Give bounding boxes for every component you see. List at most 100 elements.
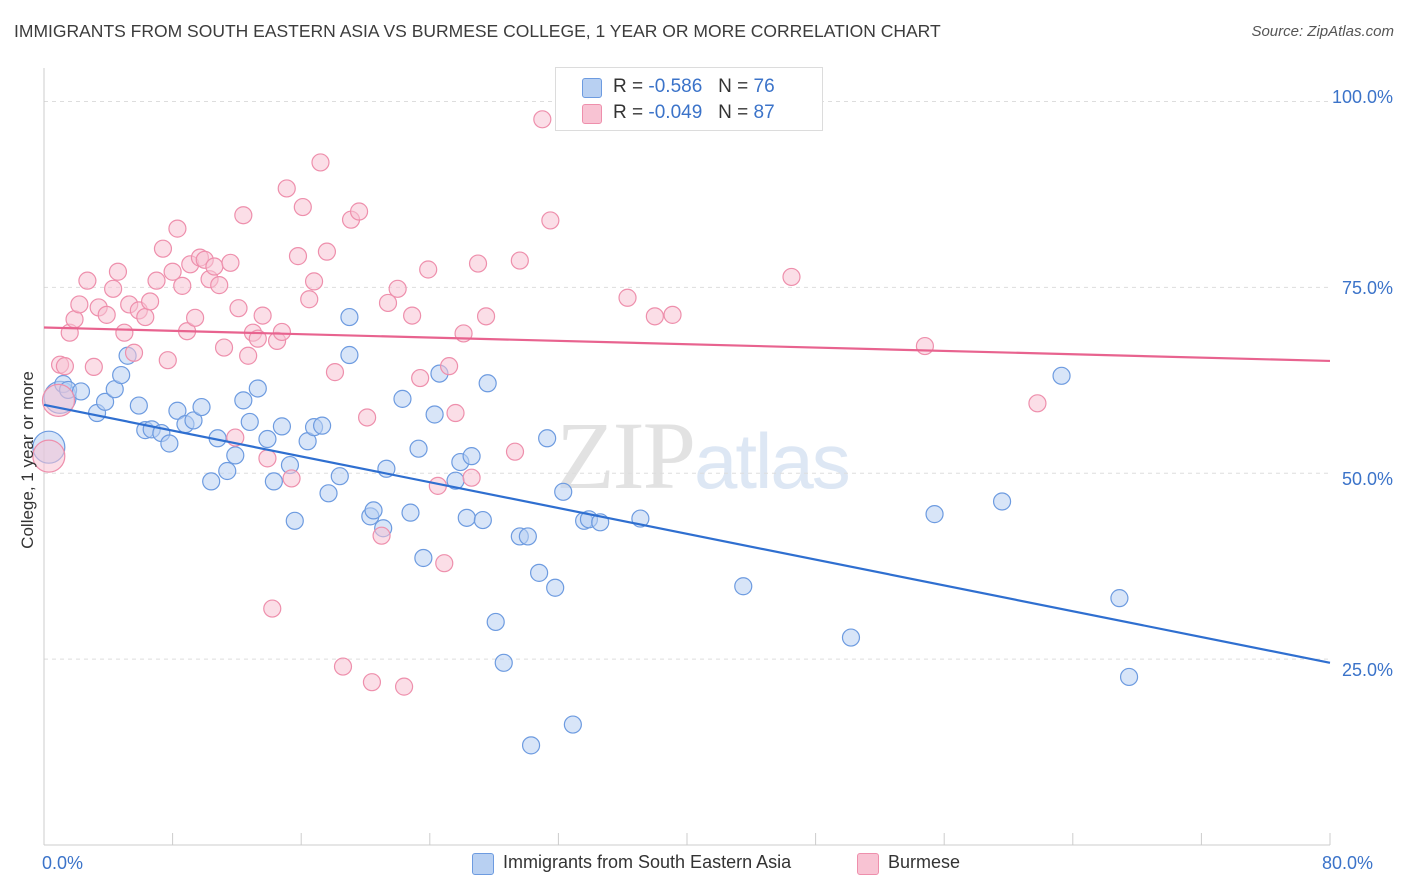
data-point [473,510,492,530]
data-point [1028,394,1047,413]
trend-lines [43,326,1331,664]
data-point [457,508,476,527]
data-point [184,411,203,430]
data-point [533,110,552,129]
data-point [55,357,74,376]
source-credit: Source: ZipAtlas.com [1251,23,1394,40]
data-point [229,299,248,318]
data-point [734,577,753,596]
data-point [258,429,277,449]
data-point [78,271,97,290]
data-point [104,279,123,298]
y-tick-100: 100.0% [1331,87,1393,107]
data-point [186,308,205,327]
data-point [494,653,513,672]
watermark-zip: ZIP [556,402,696,509]
legend-swatch-blue [472,853,494,875]
data-point [1110,589,1129,608]
series-legend: Immigrants from South Eastern Asia Burme… [0,852,1406,876]
data-point [158,351,177,370]
legend-label-burmese: Burmese [888,852,961,872]
data-point [393,389,412,408]
legend-swatch-pink [582,104,602,124]
data-point [95,392,115,411]
data-point [293,197,312,217]
data-point [285,511,304,530]
data-point [153,239,173,258]
data-point [240,412,259,432]
data-point [168,219,187,238]
data-point [221,253,240,272]
data-point [554,482,573,501]
data-point [546,578,565,597]
data-point [446,403,465,423]
y-tick-50: 50.0% [1341,469,1393,489]
legend-label-south-eastern-asia: Immigrants from South Eastern Asia [503,852,792,872]
data-point [563,715,582,734]
data-point [486,612,505,632]
data-point [160,434,179,453]
data-point [915,336,935,356]
data-point [325,363,345,382]
data-point [272,417,292,436]
data-point [218,461,237,481]
data-point [136,307,155,327]
data-point [312,416,332,435]
data-point [112,365,131,385]
data-point [263,599,282,618]
data-point [530,563,549,582]
data-point [510,251,529,270]
data-point [84,357,103,377]
data-point [618,288,637,307]
data-point [108,262,128,281]
series-south-eastern-asia [32,307,1139,755]
data-point [147,271,166,290]
data-point [394,677,414,696]
legend-swatch-pink [857,853,879,875]
data-point [521,736,541,755]
data-point [168,401,187,420]
data-point [173,276,192,295]
grid-lines [44,100,1330,660]
data-point [214,338,234,357]
data-point [419,260,438,279]
data-point [300,290,319,309]
data-point [468,254,488,273]
data-point [129,396,148,415]
data-point [505,442,525,461]
data-point [414,548,433,568]
data-point [248,379,267,398]
data-point [32,439,66,473]
data-point [478,374,497,393]
data-point [234,206,253,225]
data-point [205,257,224,276]
data-point [1119,667,1139,687]
watermark-atlas: atlas [694,417,851,505]
data-point [358,408,377,427]
data-point [340,307,359,327]
data-point [248,329,267,348]
data-point [401,503,420,522]
data-point [1052,366,1071,385]
data-point [841,628,861,647]
data-point [372,526,391,545]
data-point [288,247,308,266]
data-point [411,368,430,388]
data-point [333,657,353,676]
data-point [925,505,944,524]
data-point [330,467,349,486]
r-label: R = [613,76,644,97]
data-point [518,527,537,546]
n-label: N = [718,102,749,123]
r-value-blue: -0.586 [648,76,703,97]
data-point [388,279,407,298]
data-point [282,469,301,488]
trend-line-south-eastern-asia [43,403,1331,664]
data-point [378,293,398,313]
data-point [304,272,324,291]
data-point [782,267,801,287]
data-point [272,322,292,342]
series-burmese [32,110,1047,696]
data-point [340,345,359,365]
data-point [234,391,253,410]
